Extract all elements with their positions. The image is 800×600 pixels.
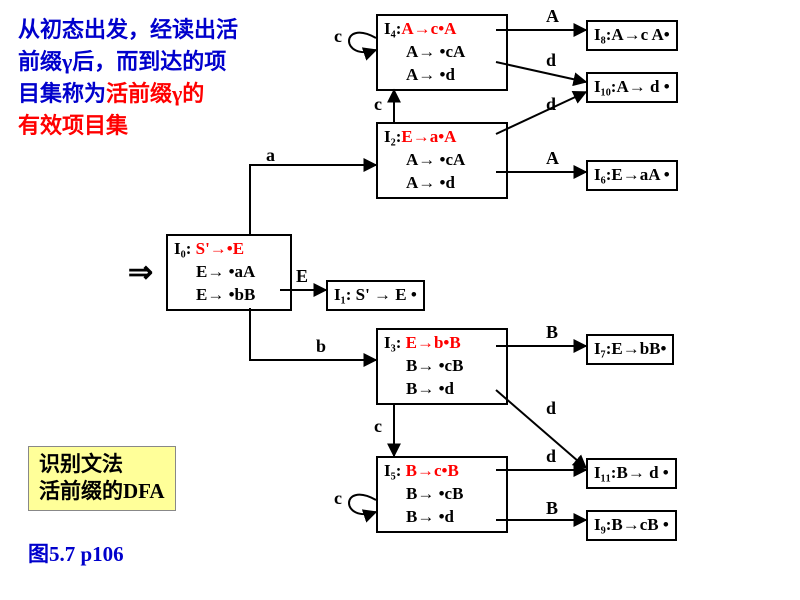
legend-line1: 识别文法 <box>39 451 165 478</box>
state-I10: I₁₀:A→ d • <box>586 72 678 103</box>
legend-box: 识别文法 活前缀的DFA <box>28 446 176 511</box>
state-I5: I₅: B→c•B B→ •cB B→ •d <box>376 456 508 533</box>
I8-label: I₈: <box>594 25 611 44</box>
I2-label: I₂: <box>384 127 401 146</box>
I4-kernel: A→c•A <box>401 19 456 38</box>
state-I8: I₈:A→c A• <box>586 20 678 51</box>
I0-item2: E→ •bB <box>174 284 284 307</box>
I5-label: I₅: <box>384 461 401 480</box>
I8-text: A→c A• <box>611 25 669 44</box>
edge-d-I4I10: d <box>546 50 556 71</box>
I3-item1: B→ •cB <box>384 355 500 378</box>
edge-c-I4loop: c <box>334 26 342 47</box>
I0-kernel: S'→•E <box>196 239 244 258</box>
edge-b: b <box>316 336 326 357</box>
I6-text: E→aA • <box>611 165 669 184</box>
edge-B-I3I7: B <box>546 322 558 343</box>
state-I9: I₉:B→cB • <box>586 510 677 541</box>
I10-label: I₁₀: <box>594 77 616 96</box>
I5-item2: B→ •d <box>384 506 500 529</box>
I5-item1: B→ •cB <box>384 483 500 506</box>
state-I2: I₂:E→a•A A→ •cA A→ •d <box>376 122 508 199</box>
I4-item2: A→ •d <box>384 64 500 87</box>
edge-A-I2I6: A <box>546 148 559 169</box>
edge-E: E <box>296 266 308 287</box>
desc-line3a: 目集称为 <box>18 81 106 106</box>
I7-text: E→bB• <box>611 339 666 358</box>
desc-line2: 前缀γ后，而到达的项 <box>18 49 226 74</box>
desc-line3b: 活前缀γ的 <box>106 81 204 106</box>
I9-label: I₉: <box>594 515 611 534</box>
I5-kernel: B→c•B <box>406 461 459 480</box>
legend-line2: 活前缀的DFA <box>39 478 165 505</box>
I0-label: I₀: <box>174 239 191 258</box>
state-I6: I₆:E→aA • <box>586 160 678 191</box>
state-I11: I₁₁:B→ d • <box>586 458 677 489</box>
edge-a: a <box>266 145 275 166</box>
I2-item2: A→ •d <box>384 172 500 195</box>
edge-c-I5loop: c <box>334 488 342 509</box>
figure-caption: 图5.7 p106 <box>28 538 124 568</box>
I1-label: I₁: <box>334 285 351 304</box>
I6-label: I₆: <box>594 165 611 184</box>
edge-c-I3I5: c <box>374 416 382 437</box>
I4-item1: A→ •cA <box>384 41 500 64</box>
I3-label: I₃: <box>384 333 401 352</box>
desc-line1: 从初态出发，经读出活 <box>18 17 238 42</box>
I11-label: I₁₁: <box>594 463 616 482</box>
edge-d-I2I10: d <box>546 94 556 115</box>
state-I0: I₀: S'→•E E→ •aA E→ •bB <box>166 234 292 311</box>
I3-kernel: E→b•B <box>406 333 461 352</box>
state-I3: I₃: E→b•B B→ •cB B→ •d <box>376 328 508 405</box>
I7-label: I₇: <box>594 339 611 358</box>
edge-c-I2I4: c <box>374 94 382 115</box>
I2-item1: A→ •cA <box>384 149 500 172</box>
state-I1: I₁: S' → E • <box>326 280 425 311</box>
edge-d-I3I11: d <box>546 398 556 419</box>
I9-text: B→cB • <box>611 515 668 534</box>
description-text: 从初态出发，经读出活 前缀γ后，而到达的项 目集称为活前缀γ的 有效项目集 <box>18 14 238 142</box>
I2-kernel: E→a•A <box>401 127 456 146</box>
edge-A-I4I8: A <box>546 6 559 27</box>
I4-label: I₄: <box>384 19 401 38</box>
edge-d-I5I11: d <box>546 446 556 467</box>
desc-line4: 有效项目集 <box>18 113 128 138</box>
I1-text: S' → E • <box>356 285 417 304</box>
I3-item2: B→ •d <box>384 378 500 401</box>
I10-text: A→ d • <box>616 77 669 96</box>
start-arrow-icon: ⇒ <box>128 255 153 290</box>
I11-text: B→ d • <box>616 463 668 482</box>
I0-item1: E→ •aA <box>174 261 284 284</box>
state-I4: I₄:A→c•A A→ •cA A→ •d <box>376 14 508 91</box>
edge-B-I5I9: B <box>546 498 558 519</box>
state-I7: I₇:E→bB• <box>586 334 674 365</box>
